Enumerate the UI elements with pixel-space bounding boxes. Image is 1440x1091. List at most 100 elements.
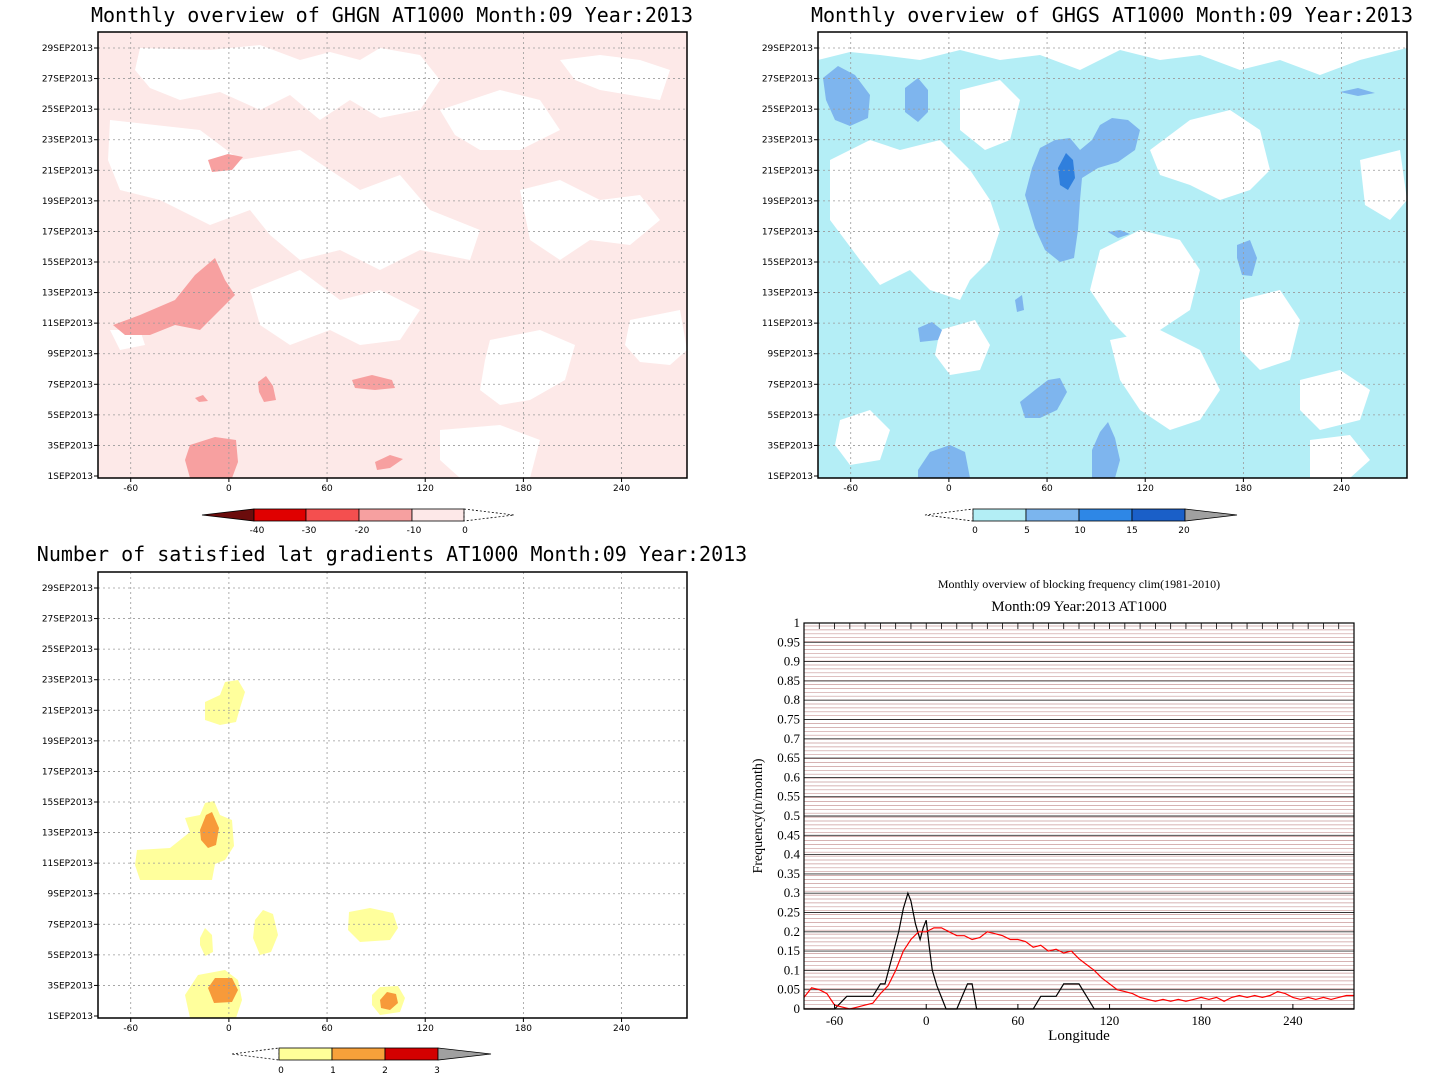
blocking-frequency-ytick-label: 0.45 [777, 827, 800, 842]
blocking-frequency-ytick-label: 0.55 [777, 789, 800, 804]
blocking-frequency-xtick-label: 60 [1011, 1013, 1024, 1028]
panel-blocking-frequency: Monthly overview of blocking frequency c… [751, 577, 1355, 1044]
lat-gradients-colorbar: 0 1 2 3 [231, 1047, 492, 1076]
ghgn-grid [98, 32, 687, 478]
ghgn-colorbar-high-end [463, 508, 515, 522]
blocking-frequency-title: Monthly overview of blocking frequency c… [938, 577, 1220, 591]
ghgn-ytick-label: 27SEP2013 [42, 75, 93, 85]
ghgs-dark-regions [1058, 153, 1075, 190]
blocking-frequency-ytick-label: 0.4 [784, 847, 801, 862]
ghgn-ytick-label: 9SEP2013 [48, 350, 93, 360]
ghgs-ytick-label: 29SEP2013 [762, 44, 813, 54]
ghgn-colorbar-bin-3 [358, 508, 413, 522]
lat-gradients-ytick-label: 9SEP2013 [48, 890, 93, 900]
lat-gradients-ytick-label: 27SEP2013 [42, 615, 93, 625]
blocking-frequency-ytick-label: 0 [794, 1001, 801, 1016]
ghgn-light-regions [108, 45, 687, 478]
ghgs-xtick-label: 60 [1041, 484, 1053, 494]
ghgn-colorbar: -40 -30 -20 -10 0 [201, 508, 515, 536]
ghgn-ytick-label: 13SEP2013 [42, 289, 93, 299]
ghgs-colorbar-label-5: 20 [1178, 526, 1190, 536]
ghgs-colorbar-bin-4 [1131, 508, 1186, 522]
blocking-frequency-ytick-label: 1 [794, 615, 801, 630]
blocking-frequency-ytick-label: 0.85 [777, 673, 800, 688]
ghgs-ytick-label: 17SEP2013 [762, 227, 813, 237]
ghgn-ytick-label: 7SEP2013 [48, 380, 93, 390]
ghgn-ytick-label: 25SEP2013 [42, 105, 93, 115]
ghgs-ytick-label: 5SEP2013 [768, 411, 813, 421]
ghgn-xtick-label: 0 [226, 484, 232, 494]
ghgs-xtick-label: 180 [1235, 484, 1252, 494]
panel-ghgn: Monthly overview of GHGN AT1000 Month:09… [42, 3, 693, 536]
blocking-frequency-ytick-label: 0.8 [784, 692, 800, 707]
blocking-frequency-ytick-label: 0.3 [784, 885, 800, 900]
ghgn-ytick-label: 21SEP2013 [42, 166, 93, 176]
ghgn-colorbar-label-4: -10 [407, 526, 422, 536]
panel-ghgs: Monthly overview of GHGS AT1000 Month:09… [762, 3, 1413, 536]
ghgs-ytick-label: 27SEP2013 [762, 75, 813, 85]
lat-gradients-ytick-label: 11SEP2013 [42, 859, 93, 869]
ghgs-axes: -60 0 60 120 180 240 1SEP2013 3SEP2013 5SEP2013 7… [762, 44, 1351, 494]
lat-gradients-colorbar-bin-3 [384, 1047, 439, 1061]
blocking-frequency-ytick-label: 0.7 [784, 731, 801, 746]
lat-gradients-ytick-label: 21SEP2013 [42, 706, 93, 716]
ghgs-colorbar-label-1: 0 [972, 526, 978, 536]
blocking-frequency-xtick-label: 240 [1283, 1013, 1303, 1028]
ghgn-ytick-label: 15SEP2013 [42, 258, 93, 268]
lat-gradients-ytick-label: 25SEP2013 [42, 645, 93, 655]
blocking-frequency-ytick-label: 0.75 [777, 712, 800, 727]
ghgs-xtick-label: 0 [946, 484, 952, 494]
blocking-frequency-ytick-label: 0.05 [777, 982, 800, 997]
ghgn-xtick-label: -60 [123, 484, 138, 494]
ghgn-colorbar-label-2: -30 [302, 526, 317, 536]
ghgn-colorbar-label-1: -40 [250, 526, 265, 536]
lat-gradients-background [98, 572, 687, 1018]
lat-gradients-ytick-label: 19SEP2013 [42, 737, 93, 747]
ghgs-ytick-label: 13SEP2013 [762, 289, 813, 299]
lat-gradients-colorbar-label-3: 2 [382, 1066, 388, 1076]
ghgn-negative-regions [113, 154, 403, 478]
panel-ghgn-title: Monthly overview of GHGN AT1000 Month:09… [91, 3, 693, 27]
lat-gradients-xtick-label: 0 [226, 1024, 232, 1034]
blocking-frequency-hlines [804, 625, 1354, 1009]
lat-gradients-colorbar-bin-1 [278, 1047, 333, 1061]
ghgn-colorbar-bin-4 [411, 508, 465, 522]
lat-gradients-ytick-label: 5SEP2013 [48, 951, 93, 961]
blocking-frequency-ytick-label: 0.6 [784, 769, 801, 784]
ghgs-xtick-label: 240 [1333, 484, 1350, 494]
lat-gradients-grid [98, 572, 687, 1018]
lat-gradients-ytick-label: 13SEP2013 [42, 829, 93, 839]
ghgn-ytick-label: 29SEP2013 [42, 44, 93, 54]
blocking-frequency-xtick-label: 0 [923, 1013, 930, 1028]
ghgs-grid [818, 32, 1407, 478]
ghgn-xtick-label: 120 [417, 484, 434, 494]
ghgs-ytick-label: 25SEP2013 [762, 105, 813, 115]
ghgs-colorbar-label-4: 15 [1126, 526, 1137, 536]
blocking-frequency-ylabel: Frequency(n/month) [751, 758, 766, 873]
ghgn-ytick-label: 23SEP2013 [42, 136, 93, 146]
ghgs-ytick-label: 9SEP2013 [768, 350, 813, 360]
ghgs-colorbar-low-end [924, 508, 974, 522]
lat-gradients-ytick-label: 17SEP2013 [42, 767, 93, 777]
blocking-frequency-subtitle: Month:09 Year:2013 AT1000 [991, 599, 1166, 615]
panel-lat-gradients: Number of satisfied lat gradients AT1000… [37, 542, 747, 1076]
ghgs-ytick-label: 7SEP2013 [768, 380, 813, 390]
lat-gradients-xtick-label: -60 [123, 1024, 138, 1034]
ghgs-colorbar-label-3: 10 [1074, 526, 1086, 536]
lat-gradients-colorbar-label-2: 1 [330, 1066, 336, 1076]
lat-gradients-ytick-label: 15SEP2013 [42, 798, 93, 808]
ghgn-colorbar-bin-2 [305, 508, 360, 522]
lat-gradients-colorbar-label-4: 3 [434, 1066, 440, 1076]
lat-gradients-orange-regions [200, 812, 398, 1010]
blocking-frequency-gridlines [804, 622, 1354, 1010]
lat-gradients-colorbar-low-end [231, 1047, 280, 1061]
ghgs-ytick-label: 21SEP2013 [762, 166, 813, 176]
blocking-frequency-series-line-2 [803, 927, 1354, 1010]
blocking-frequency-ytick-label: 0.25 [777, 905, 800, 920]
lat-gradients-frame [97, 571, 688, 1019]
lat-gradients-colorbar-high-end [437, 1047, 492, 1061]
blocking-frequency-xtick-label: -60 [826, 1013, 843, 1028]
lat-gradients-ytick-label: 1SEP2013 [48, 1012, 93, 1022]
ghgs-ytick-label: 15SEP2013 [762, 258, 813, 268]
ghgn-xtick-label: 60 [321, 484, 333, 494]
